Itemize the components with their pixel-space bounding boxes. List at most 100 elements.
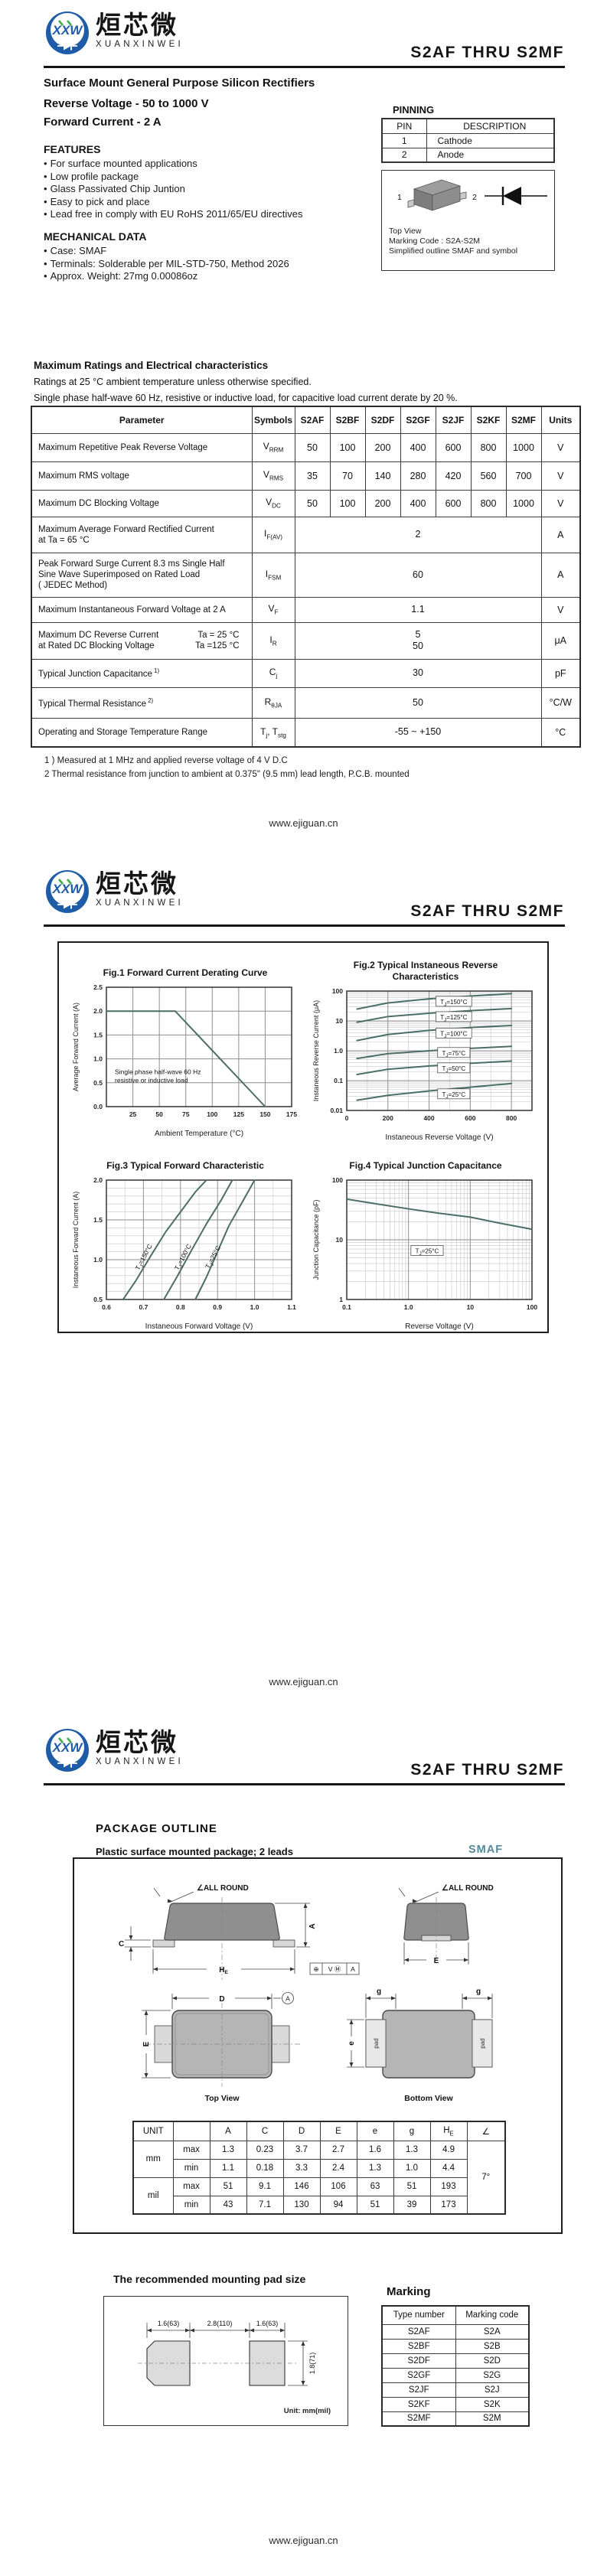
dimension-row: min 1.1 0.18 3.3 2.4 1.3 1.0 4.4: [133, 2158, 505, 2178]
svg-text:Top View: Top View: [204, 2094, 240, 2103]
svg-text:resistive or inductive load: resistive or inductive load: [115, 1077, 188, 1084]
ratings-table: Parameter Symbols S2AF S2BF S2DF S2GF S2JF S2KF…: [31, 406, 581, 748]
ratings-row: Maximum RMS voltage VRMS 35 70 140 280 420 560 7…: [31, 461, 581, 491]
svg-text:0.6: 0.6: [102, 1303, 111, 1311]
svg-text:Reverse Voltage (V): Reverse Voltage (V): [405, 1322, 474, 1331]
pinning-table: PIN DESCRIPTION 1 Cathode 2 Anode: [381, 118, 555, 163]
svg-text:10: 10: [336, 1017, 344, 1025]
svg-text:Junction Capacitance (pF): Junction Capacitance (pF): [312, 1199, 320, 1280]
svg-text:1.1: 1.1: [287, 1303, 296, 1311]
ratings-col-header: S2DF: [364, 406, 401, 434]
ratings-row: Typical Thermal Resistance 2) RθJA 50 °C/W: [31, 686, 581, 719]
header-rule: [44, 66, 565, 68]
part-range-title: S2AF THRU S2MF: [410, 1761, 564, 1779]
ratings-table-mount: Parameter Symbols S2AF S2BF S2DF S2GF S2JF S2KF…: [31, 406, 581, 748]
bullet-item: • Glass Passivated Chip Juntion: [44, 183, 185, 194]
svg-text:XXW: XXW: [52, 23, 84, 37]
svg-text:E: E: [434, 1957, 439, 1965]
top-view-caption: Top View: [389, 227, 422, 236]
fig2-chart: 0 200 400 600 800 0.01 0.1 1.0 10 100 Instaneous R…: [310, 985, 541, 1146]
svg-text:100: 100: [332, 1176, 343, 1184]
svg-text:Instaneous Forward Voltage (V): Instaneous Forward Voltage (V): [145, 1322, 253, 1331]
footnote-2: 2 Thermal resistance from junction to am…: [44, 770, 410, 779]
page-2: XXW 烜芯微 XUANXINWEI S2AF THRU S2MF Fig.1 …: [0, 859, 607, 1717]
features-heading: FEATURES: [44, 143, 101, 155]
svg-text:Average Forward Current (A): Average Forward Current (A): [72, 1003, 80, 1091]
marking-row: S2AF S2A: [381, 2323, 530, 2340]
svg-text:Instaneous Reverse Voltage (V): Instaneous Reverse Voltage (V): [385, 1133, 493, 1142]
svg-text:XXW: XXW: [52, 882, 84, 896]
svg-text:0.7: 0.7: [139, 1303, 148, 1311]
bullet-item: • Easy to pick and place: [44, 195, 150, 207]
fig2-title: Fig.2 Typical Instaneous Reverse: [353, 960, 498, 970]
svg-text:75: 75: [182, 1110, 190, 1118]
svg-text:TJ=150°C: TJ=150°C: [440, 999, 467, 1007]
svg-text:pad: pad: [373, 2038, 380, 2048]
characteristic-curves-panel: Fig.1 Forward Current Derating Curve 25 5…: [57, 941, 549, 1333]
bullet-item: • Terminals: Solderable per MIL-STD-750, …: [44, 257, 289, 269]
forward-current-line: Forward Current - 2 A: [44, 116, 162, 129]
svg-text:100: 100: [207, 1110, 217, 1118]
svg-text:XXW: XXW: [52, 1740, 84, 1755]
fig3-title: Fig.3 Typical Forward Characteristic: [106, 1160, 264, 1171]
mechanical-heading: MECHANICAL DATA: [44, 230, 147, 243]
svg-text:175: 175: [286, 1110, 297, 1118]
svg-text:25: 25: [129, 1110, 137, 1118]
svg-text:HE: HE: [219, 1966, 228, 1975]
svg-text:200: 200: [383, 1114, 393, 1122]
svg-text:pad: pad: [479, 2038, 486, 2048]
bullet-item: • For surface mounted applications: [44, 158, 197, 169]
svg-text:D: D: [219, 1995, 224, 2004]
svg-text:1: 1: [397, 193, 402, 202]
mounting-pad-figure: 1.6(63) 2.8(110) 1.6(63) 1.8(71) Unit: mm(mi…: [103, 2296, 348, 2426]
reverse-voltage-line: Reverse Voltage - 50 to 1000 V: [44, 97, 209, 110]
svg-text:600: 600: [465, 1114, 475, 1122]
svg-text:TJ=25°C: TJ=25°C: [204, 1244, 224, 1270]
svg-text:0.5: 0.5: [93, 1296, 103, 1303]
marking-row: S2KF S2K: [381, 2396, 530, 2412]
company-logo: XXW 烜芯微 XUANXINWEI: [44, 9, 184, 57]
pin-row: 1 Cathode: [381, 132, 555, 148]
ratings-col-header: S2KF: [470, 406, 507, 434]
logo-texts: 烜芯微 XUANXINWEI: [96, 1727, 184, 1766]
package-outline-subheading: Plastic surface mounted package; 2 leads: [96, 1846, 293, 1857]
svg-text:2.0: 2.0: [93, 1007, 103, 1015]
ratings-col-header: S2GF: [400, 406, 436, 434]
svg-text:1.8(71): 1.8(71): [308, 2353, 316, 2375]
svg-text:TJ=25°C: TJ=25°C: [416, 1248, 439, 1257]
marking-row: S2JF S2J: [381, 2382, 530, 2398]
dimension-row: mm max 1.3 0.23 3.7 2.7 1.6 1.3 4.9 7°: [132, 2140, 506, 2215]
marking-table-mount: Type number Marking code S2AF S2A S2BF S2B S2D…: [381, 2305, 530, 2427]
logo-english-name: XUANXINWEI: [96, 39, 184, 49]
marking-table: Type number Marking code S2AF S2A S2BF S2B S2D…: [381, 2305, 530, 2427]
marking-row: S2GF S2G: [381, 2367, 530, 2383]
header-rule: [44, 1783, 565, 1785]
svg-text:e: e: [348, 2041, 356, 2046]
footer-url: www.ejiguan.cn: [269, 1676, 338, 1687]
page-1: XXW 烜芯微 XUANXINWEI S2AF THRU S2MF Surfac…: [0, 0, 607, 859]
pin-row: 2 Anode: [381, 147, 555, 163]
dimension-row: mil max 51 9.1 146 106 63 51 193: [132, 2177, 505, 2215]
package-outline-heading: PACKAGE OUTLINE: [96, 1822, 217, 1835]
ratings-col-header: S2MF: [505, 406, 542, 434]
svg-text:1.5: 1.5: [93, 1031, 103, 1039]
marking-heading: Marking: [387, 2285, 431, 2298]
ratings-intro-line1: Ratings at 25 °C ambient temperature unl…: [34, 377, 312, 387]
svg-text:0.9: 0.9: [213, 1303, 222, 1311]
marking-row: S2BF S2B: [381, 2338, 530, 2354]
logo-chinese-name: 烜芯微: [96, 11, 178, 39]
ratings-row: Maximum DC Reverse Current Ta = 25 °C at R…: [31, 621, 581, 660]
company-logo: XXW 烜芯微 XUANXINWEI: [44, 868, 184, 915]
package-drawing-panel: ∠ALL ROUND C A HE ⊕ V Ⓜ A ∠ALL ROUND E D A E Top Vie…: [73, 1857, 563, 2234]
svg-text:TJ=75°C: TJ=75°C: [442, 1050, 465, 1058]
fig2: Fig.2 Typical Instaneous Reverse Charact…: [310, 951, 541, 1146]
svg-text:1.6(63): 1.6(63): [158, 2320, 180, 2327]
svg-text:∠ALL ROUND: ∠ALL ROUND: [197, 1884, 249, 1893]
svg-text:A: A: [351, 1965, 355, 1973]
ratings-row: Operating and Storage Temperature Range T…: [31, 717, 581, 748]
svg-text:TJ=50°C: TJ=50°C: [442, 1065, 465, 1074]
svg-text:0.1: 0.1: [334, 1077, 343, 1084]
ratings-row: Maximum Repetitive Peak Reverse Voltage V…: [31, 432, 581, 462]
